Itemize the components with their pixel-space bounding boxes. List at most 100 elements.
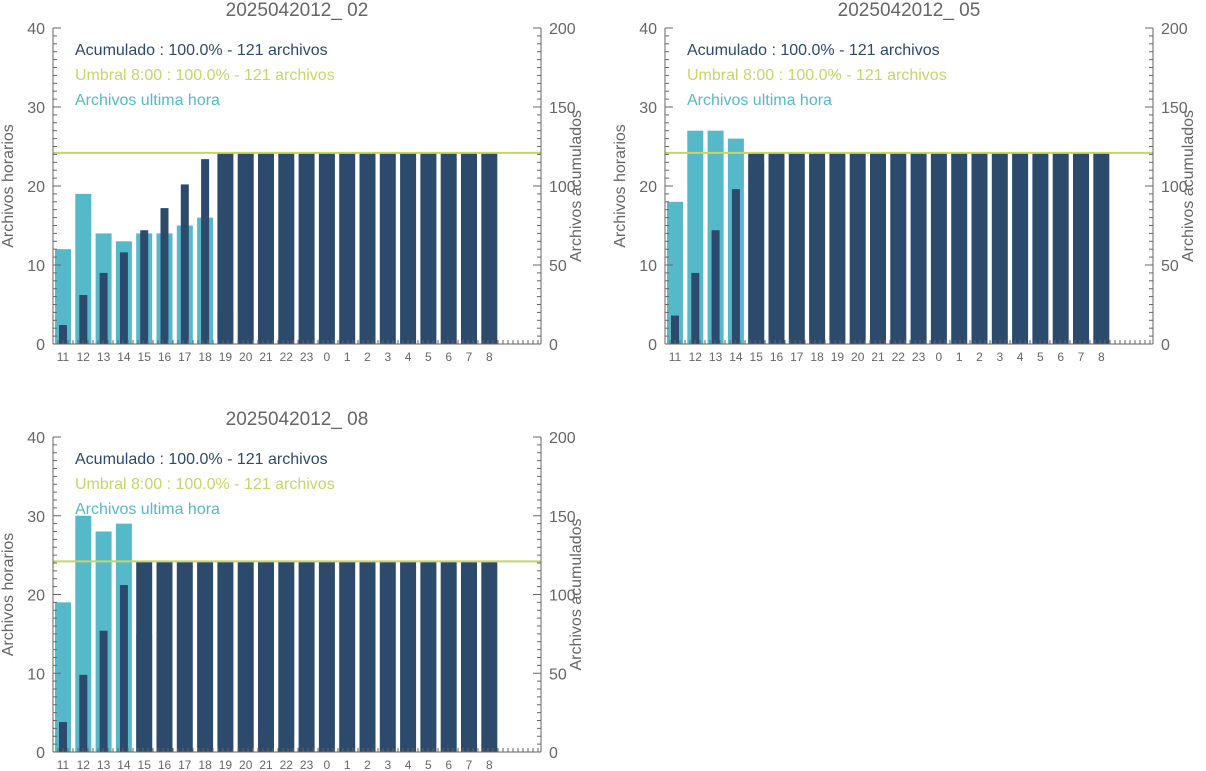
bar-acumulado [119, 252, 128, 344]
x-tick-label: 13 [97, 758, 111, 771]
x-tick-label: 14 [729, 350, 743, 364]
y-right-tick-label: 0 [549, 745, 558, 762]
y-right-tick-label: 150 [1161, 100, 1188, 117]
x-tick-label: 2 [364, 758, 371, 771]
bar-acumulado [991, 152, 1008, 344]
y-left-axis-title: Archivos horarios [0, 533, 17, 657]
y-left-tick-label: 30 [27, 100, 45, 117]
bar-acumulado [420, 152, 437, 344]
y-left-tick-label: 10 [639, 258, 657, 275]
y-left-tick-label: 40 [27, 430, 45, 447]
x-tick-label: 11 [57, 758, 70, 771]
x-tick-label: 15 [750, 350, 764, 364]
y-right-tick-label: 50 [549, 258, 567, 275]
y-left-tick-label: 20 [639, 179, 657, 196]
x-tick-label: 23 [300, 758, 314, 771]
x-tick-label: 13 [709, 350, 723, 364]
bar-acumulado [440, 152, 457, 344]
y-left-tick-label: 10 [27, 258, 45, 275]
x-tick-label: 4 [405, 350, 412, 364]
y-right-axis-title: Archivos acumulados [1180, 110, 1197, 262]
y-left-tick-label: 20 [27, 179, 45, 196]
x-tick-label: 12 [77, 350, 91, 364]
x-tick-label: 20 [239, 758, 253, 771]
bar-acumulado [1012, 152, 1029, 344]
x-tick-label: 5 [425, 758, 432, 771]
bar-acumulado [119, 585, 128, 752]
bar-acumulado [481, 561, 498, 752]
x-tick-label: 1 [344, 758, 351, 771]
bar-acumulado [339, 152, 356, 344]
bar-acumulado [1073, 152, 1089, 344]
x-tick-label: 21 [259, 350, 273, 364]
bar-acumulado [671, 315, 679, 344]
y-right-axis-title: Archivos acumulados [568, 110, 585, 262]
bar-archivos-ultima-hora [55, 602, 71, 752]
bar-archivos-ultima-hora [55, 249, 71, 344]
legend-entry: Umbral 8:00 : 100.0% - 121 archivos [75, 476, 335, 493]
y-right-tick-label: 200 [1161, 21, 1188, 38]
bar-acumulado [79, 295, 88, 344]
bar-acumulado [420, 561, 437, 752]
x-tick-label: 21 [871, 350, 885, 364]
x-tick-label: 6 [1057, 350, 1064, 364]
bar-acumulado [180, 184, 189, 344]
x-tick-label: 3 [384, 758, 391, 771]
x-tick-label: 18 [198, 350, 212, 364]
y-right-tick-label: 50 [549, 666, 567, 683]
bar-acumulado [849, 152, 866, 344]
bar-acumulado [691, 272, 700, 344]
y-right-axis-title: Archivos acumulados [568, 518, 585, 670]
x-tick-label: 14 [117, 350, 131, 364]
bar-acumulado [176, 561, 193, 752]
x-tick-label: 17 [790, 350, 804, 364]
x-tick-label: 5 [425, 350, 432, 364]
y-left-tick-label: 0 [36, 337, 45, 354]
x-tick-label: 7 [1078, 350, 1085, 364]
x-tick-label: 20 [851, 350, 865, 364]
bar-acumulado [951, 152, 968, 344]
bar-acumulado [481, 152, 498, 344]
chart-title: 2025042012_ 08 [226, 409, 369, 430]
legend-entry: Archivos ultima hora [687, 92, 832, 109]
y-right-tick-label: 150 [549, 509, 576, 526]
y-right-tick-label: 100 [549, 179, 576, 196]
x-tick-label: 1 [956, 350, 963, 364]
bar-acumulado [197, 561, 214, 752]
bar-acumulado [217, 561, 234, 752]
bar-archivos-ultima-hora [667, 201, 683, 344]
x-tick-label: 17 [178, 350, 192, 364]
bar-acumulado [400, 561, 417, 752]
bar-acumulado [829, 152, 846, 344]
x-tick-label: 17 [178, 758, 192, 771]
bar-acumulado [298, 152, 315, 344]
bar-acumulado [339, 561, 356, 752]
bar-acumulado [318, 561, 335, 752]
chart-title: 2025042012_ 05 [838, 0, 981, 21]
bar-acumulado [99, 272, 108, 344]
x-tick-label: 6 [445, 350, 452, 364]
bar-acumulado [217, 152, 234, 344]
y-left-axis-title: Archivos horarios [0, 124, 17, 248]
y-left-tick-label: 0 [648, 337, 657, 354]
bar-acumulado [971, 152, 988, 344]
y-left-tick-label: 40 [639, 21, 657, 38]
x-tick-label: 19 [219, 350, 233, 364]
x-tick-label: 3 [384, 350, 391, 364]
bar-acumulado [809, 152, 826, 344]
bar-acumulado [768, 152, 785, 344]
x-tick-label: 2 [976, 350, 983, 364]
bar-acumulado [318, 152, 335, 344]
bar-acumulado [59, 722, 67, 752]
y-left-tick-label: 40 [27, 21, 45, 38]
y-right-tick-label: 100 [549, 588, 576, 605]
y-right-tick-label: 50 [1161, 258, 1179, 275]
x-tick-label: 15 [138, 758, 152, 771]
x-tick-label: 7 [466, 758, 473, 771]
bar-acumulado [379, 561, 396, 752]
bar-acumulado [930, 152, 947, 344]
x-tick-label: 16 [770, 350, 784, 364]
bar-acumulado [440, 561, 457, 752]
legend-entry: Umbral 8:00 : 100.0% - 121 archivos [687, 67, 947, 84]
bar-acumulado [278, 561, 295, 752]
